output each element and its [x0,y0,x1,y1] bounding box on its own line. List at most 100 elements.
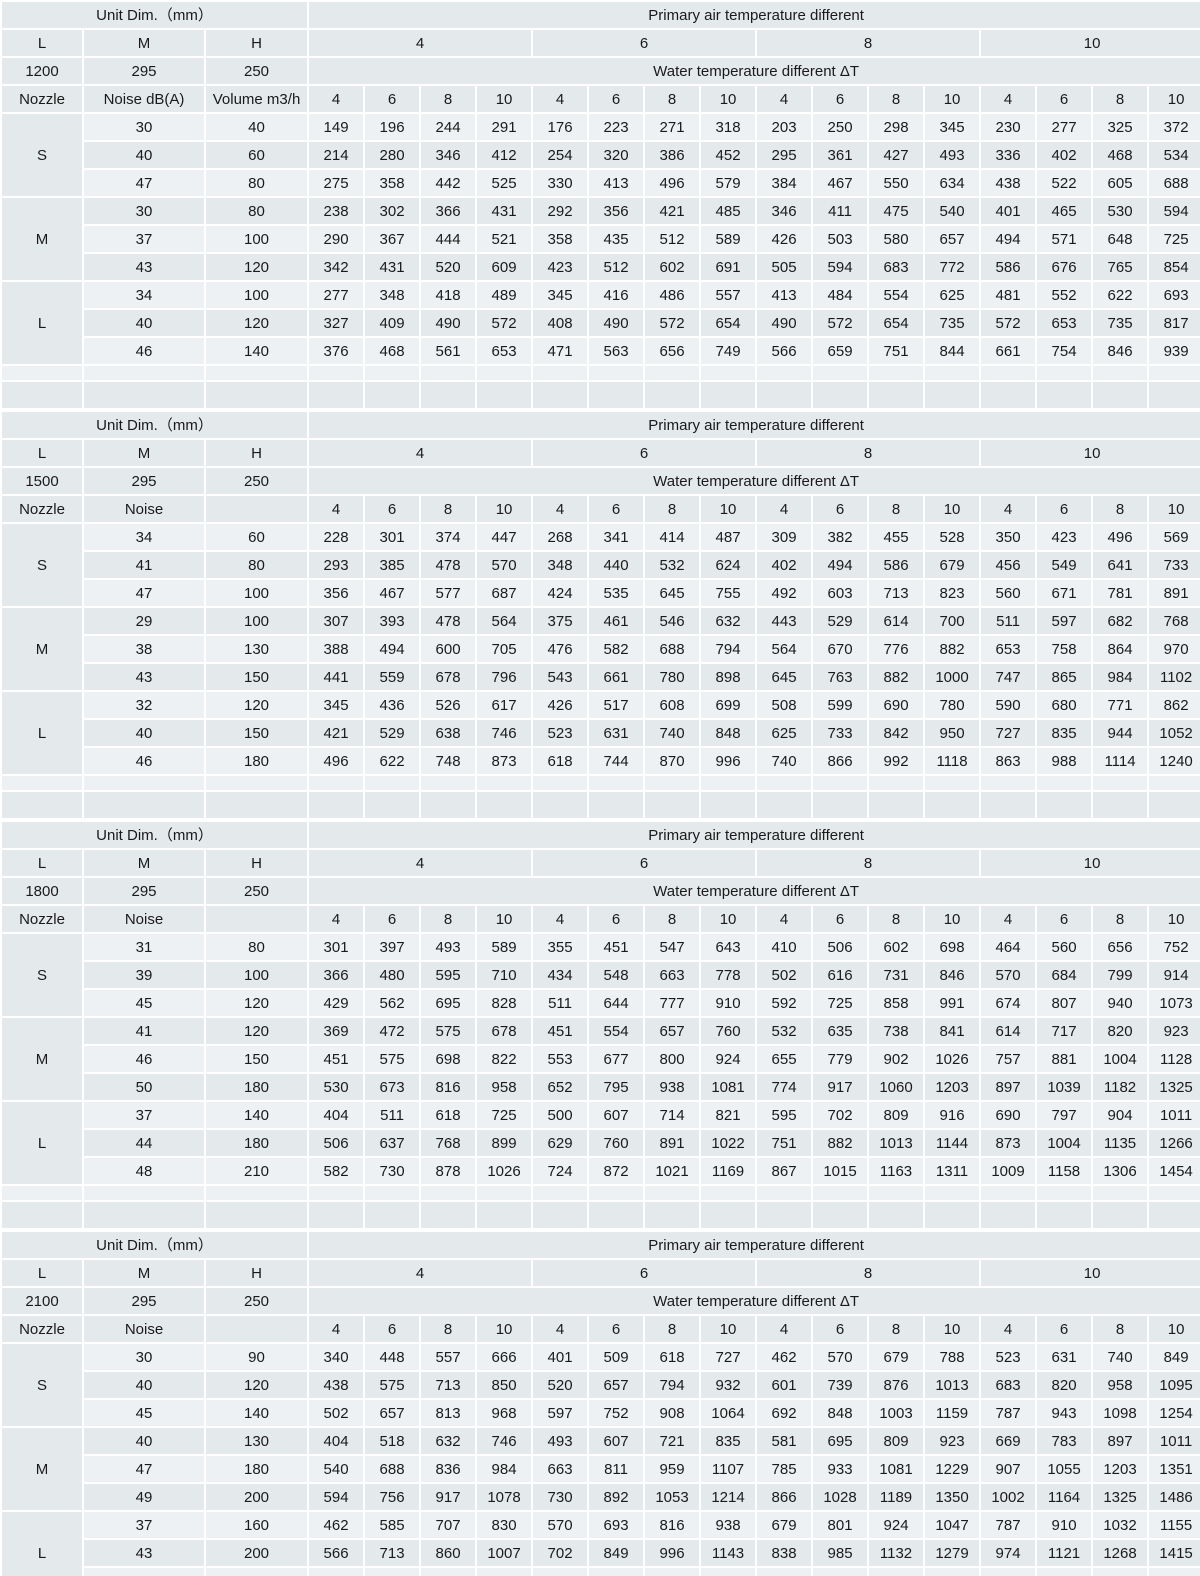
capacity-cell: 1118 [925,748,980,774]
capacity-cell: 579 [701,170,756,196]
spacer-cell [2,1202,82,1228]
column-header-row: Nozzle Noise 4 6 8 10 4 6 8 10 4 6 8 10 4 6 8 10 [2,1316,1200,1342]
water-temp-tick: 6 [365,86,420,112]
capacity-table-1200: Unit Dim.（mm） Primary air temperature dif… [0,0,1200,410]
capacity-cell: 1081 [701,1074,756,1100]
capacity-cell: 570 [533,1512,588,1538]
capacity-cell: 866 [813,748,868,774]
capacity-table-1500: Unit Dim.（mm） Primary air temperature dif… [0,410,1200,820]
capacity-cell: 735 [925,310,980,336]
capacity-cell: 277 [1037,114,1092,140]
capacity-cell: 413 [757,282,812,308]
capacity-cell: 550 [869,170,924,196]
volume-cell: 120 [206,1018,308,1044]
capacity-cell: 781 [1093,580,1148,606]
water-temp-tick: 8 [421,1316,476,1342]
capacity-cell: 695 [813,1428,868,1454]
capacity-cell: 448 [365,1344,420,1370]
noise-cell: 40 [84,1428,204,1454]
capacity-cell: 1163 [869,1158,924,1184]
capacity-cell: 298 [869,114,924,140]
capacity-cell: 468 [1093,142,1148,168]
spacer-cell [309,776,364,790]
noise-cell: 37 [84,226,204,252]
unit-dim-banner: Unit Dim.（mm） [2,412,308,438]
capacity-cell: 774 [757,1074,812,1100]
capacity-cell: 1028 [813,1484,868,1510]
capacity-cell: 402 [1037,142,1092,168]
capacity-cell: 1214 [701,1484,756,1510]
water-temp-tick: 4 [981,1316,1036,1342]
capacity-cell: 1047 [925,1512,980,1538]
capacity-cell: 644 [589,990,644,1016]
capacity-cell: 196 [365,114,420,140]
water-temp-tick: 6 [365,496,420,522]
spacer-cell [309,1202,364,1228]
noise-cell: 40 [84,142,204,168]
capacity-cell: 659 [813,338,868,364]
capacity-cell: 345 [309,692,364,718]
capacity-cell: 342 [309,254,364,280]
nozzle-cell: S [2,1344,82,1426]
primary-air-banner: Primary air temperature different [309,2,1200,28]
capacity-cell: 487 [701,524,756,550]
noise-cell: 30 [84,198,204,224]
capacity-cell: 557 [421,1344,476,1370]
capacity-cell: 690 [869,692,924,718]
noise-cell: 47 [84,580,204,606]
table-row: 38 130 388 494 600 705 476 582 688 794 564 670 776 88… [2,636,1200,662]
spacer-cell [309,366,364,380]
table-row: S 31 80 301 397 493 589 355 451 547 643 410 506 602 69… [2,934,1200,1016]
volume-cell: 200 [206,1540,308,1566]
spacer-cell [206,382,308,408]
capacity-cell: 566 [309,1540,364,1566]
spacer-cell [477,776,532,790]
capacity-cell: 779 [813,1046,868,1072]
capacity-cell: 657 [645,1018,700,1044]
capacity-cell: 713 [365,1540,420,1566]
volume-cell: 120 [206,1372,308,1398]
capacity-cell: 511 [365,1102,420,1128]
table-row: 47 100 356 467 577 687 424 535 645 755 492 603 713 82… [2,580,1200,606]
nozzle-cell: L [2,692,82,774]
capacity-cell: 862 [1149,692,1200,718]
spacer-cell [84,366,204,380]
spacer-cell [589,1186,644,1200]
dim-value-row: 1500 295 250 Water temperature different ΔT [2,468,1200,494]
capacity-cell: 756 [365,1484,420,1510]
capacity-cell: 943 [1037,1400,1092,1426]
water-temp-tick: 4 [757,86,812,112]
capacity-cell: 548 [589,962,644,988]
capacity-cell: 376 [309,338,364,364]
capacity-cell: 572 [477,310,532,336]
capacity-cell: 822 [477,1046,532,1072]
noise-cell: 46 [84,748,204,774]
spacer-cell [533,776,588,790]
spacer-cell [533,792,588,818]
capacity-cell: 676 [1037,254,1092,280]
spacer-cell [533,366,588,380]
capacity-cell: 540 [925,198,980,224]
spacer-cell [645,792,700,818]
capacity-cell: 760 [589,1130,644,1156]
capacity-cell: 496 [645,170,700,196]
capacity-cell: 783 [1037,1428,1092,1454]
capacity-cell: 1203 [925,1074,980,1100]
capacity-cell: 891 [1149,580,1200,606]
capacity-cell: 992 [869,748,924,774]
capacity-cell: 330 [533,170,588,196]
spacer-cell [309,382,364,408]
spacer-cell [477,1186,532,1200]
capacity-cell: 848 [813,1400,868,1426]
capacity-cell: 838 [757,1540,812,1566]
spacer-cell [589,1202,644,1228]
nozzle-cell: S [2,114,82,196]
volume-cell: 140 [206,338,308,364]
capacity-cell: 447 [477,524,532,550]
capacity-cell: 484 [813,282,868,308]
capacity-cell: 412 [477,142,532,168]
water-temp-tick: 8 [869,906,924,932]
capacity-cell: 698 [421,1046,476,1072]
spacer-cell [981,382,1036,408]
